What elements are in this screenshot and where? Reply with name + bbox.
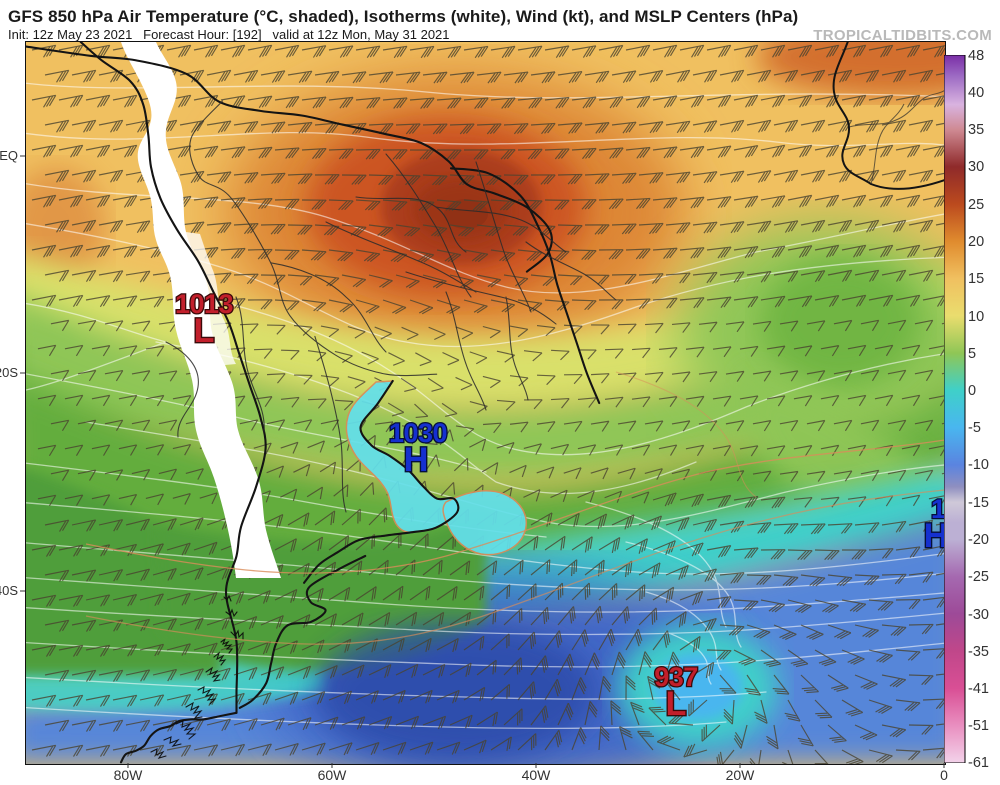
- svg-text:-25: -25: [968, 569, 989, 585]
- svg-text:-5: -5: [968, 420, 981, 436]
- svg-text:0: 0: [940, 767, 948, 783]
- svg-text:-61: -61: [968, 755, 989, 771]
- svg-text:-30: -30: [968, 607, 989, 623]
- svg-text:60W: 60W: [318, 767, 348, 783]
- svg-text:40S: 40S: [0, 583, 18, 598]
- svg-text:-10: -10: [968, 457, 989, 473]
- svg-text:-20: -20: [968, 532, 989, 548]
- svg-text:-41: -41: [968, 681, 989, 697]
- svg-text:-51: -51: [968, 718, 989, 734]
- svg-text:-35: -35: [968, 644, 989, 660]
- svg-text:20: 20: [968, 234, 984, 250]
- svg-text:80W: 80W: [114, 767, 144, 783]
- svg-text:40W: 40W: [522, 767, 552, 783]
- svg-text:-15: -15: [968, 495, 989, 511]
- svg-text:48: 48: [968, 48, 984, 64]
- svg-text:30: 30: [968, 159, 984, 175]
- svg-text:10: 10: [968, 309, 984, 325]
- svg-text:20W: 20W: [726, 767, 756, 783]
- svg-text:0: 0: [968, 383, 976, 399]
- svg-text:40: 40: [968, 85, 984, 101]
- svg-text:EQ: EQ: [0, 148, 18, 163]
- svg-text:15: 15: [968, 271, 984, 287]
- svg-text:35: 35: [968, 122, 984, 138]
- svg-text:25: 25: [968, 197, 984, 213]
- svg-text:5: 5: [968, 346, 976, 362]
- svg-text:20S: 20S: [0, 365, 18, 380]
